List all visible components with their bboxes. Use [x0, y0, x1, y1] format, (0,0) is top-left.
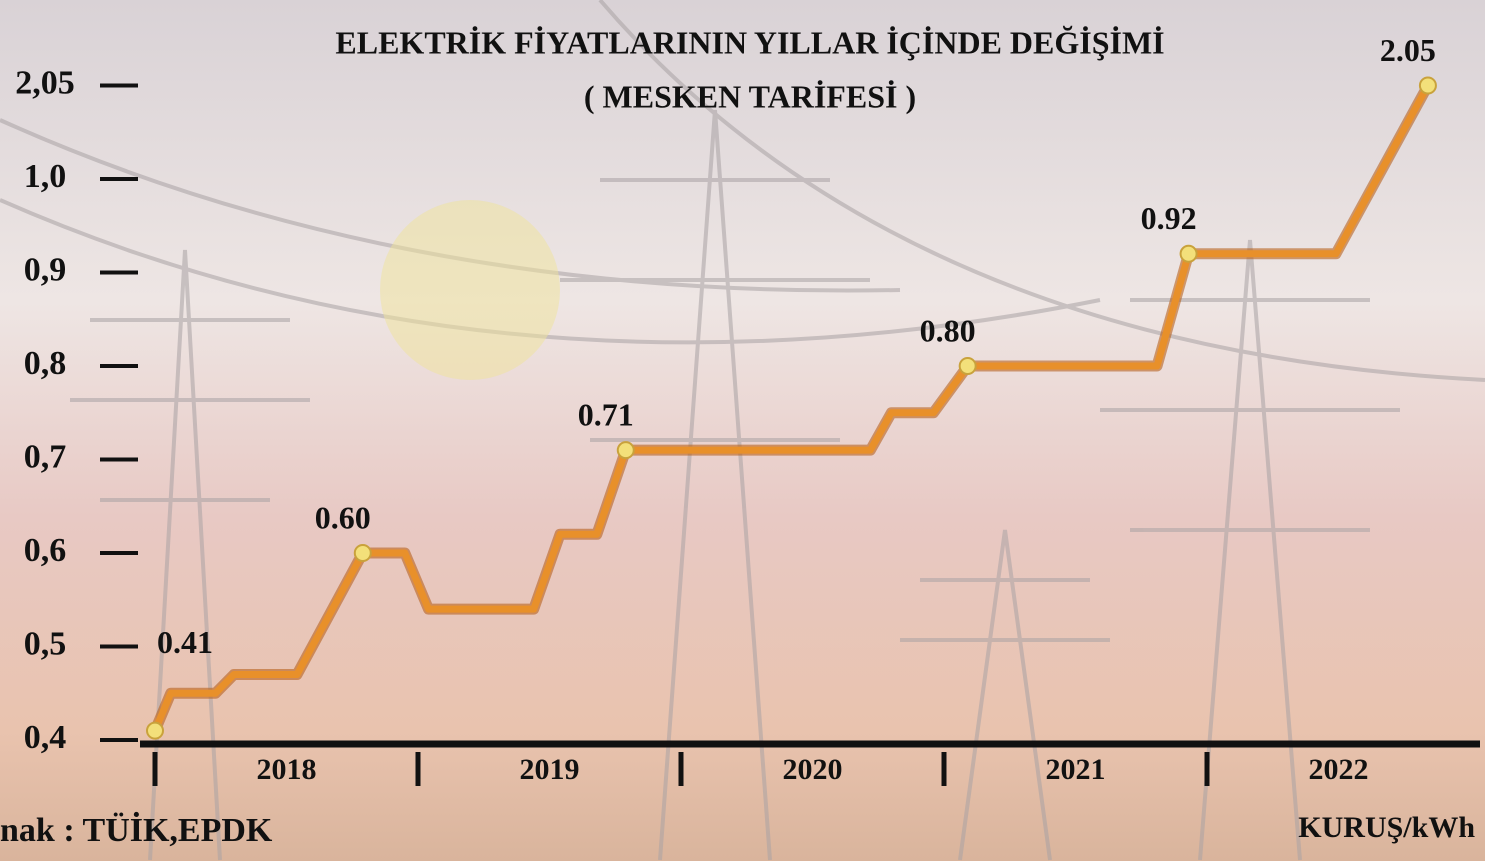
x-tick-label: 2019 — [520, 753, 580, 786]
source: nak : TÜİK,EPDK — [0, 811, 273, 849]
y-tick-label: 1,0 — [24, 158, 67, 195]
y-tick-label: 0,8 — [24, 345, 67, 382]
y-tick-label: 0,7 — [24, 438, 67, 475]
value-label: 0.80 — [920, 312, 976, 348]
point — [616, 441, 635, 460]
x-tick-label: 2022 — [1309, 753, 1369, 786]
y-tick-label: 0,9 — [24, 251, 67, 288]
unit-label: KURUŞ/kWh — [1298, 811, 1475, 844]
chart-title: ELEKTRİK FİYATLARININ YILLAR İÇİNDE DEĞİ… — [335, 24, 1164, 60]
value-label: 0.92 — [1141, 200, 1197, 236]
y-tick-label: 0,4 — [24, 719, 67, 756]
value-label: 0.71 — [578, 396, 634, 432]
point — [353, 544, 372, 562]
point — [958, 357, 977, 375]
watermark — [380, 200, 560, 380]
chart-subtitle: ( MESKEN TARİFESİ ) — [584, 78, 916, 114]
value-label: 2.05 — [1380, 32, 1436, 68]
x-tick-label: 2021 — [1046, 753, 1106, 786]
y-tick-label: 0,6 — [24, 532, 67, 569]
x-tick-label: 2020 — [783, 753, 843, 786]
point — [1179, 244, 1198, 263]
value-label: 0.41 — [157, 624, 213, 660]
line — [151, 83, 1431, 733]
value-label: 0.60 — [315, 499, 371, 535]
y-tick-label: 2,05 — [15, 64, 75, 101]
point — [1418, 76, 1437, 95]
point — [146, 721, 164, 740]
x-tick-label: 2018 — [257, 753, 317, 786]
y-tick-label: 0,5 — [24, 625, 67, 662]
